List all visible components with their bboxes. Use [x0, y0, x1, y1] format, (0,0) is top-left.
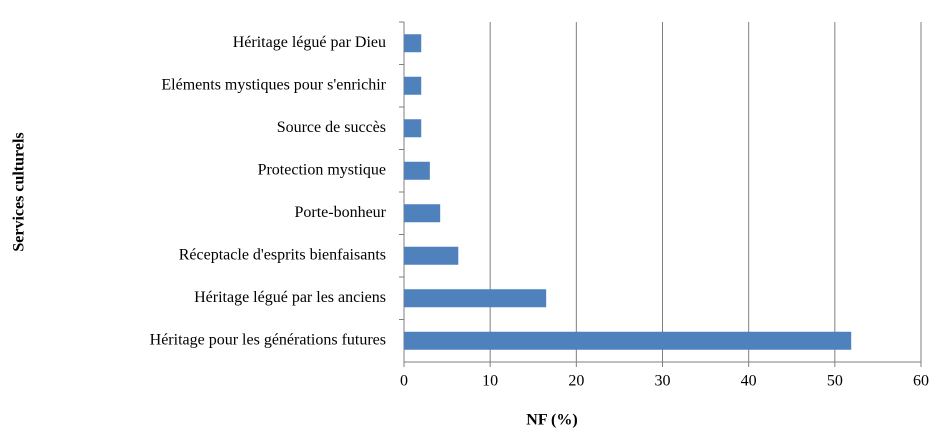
x-tick-label: 30 — [655, 373, 671, 390]
x-axis-label: NF (%) — [526, 412, 577, 429]
y-tick-label: Source de succès — [277, 119, 386, 136]
bar — [404, 76, 422, 95]
x-tick-label: 0 — [400, 373, 408, 390]
y-tick-label: Eléments mystiques pour s'enrichir — [161, 76, 386, 93]
bar — [404, 34, 422, 53]
y-tick-label: Réceptacle d'esprits bienfaisants — [179, 246, 386, 263]
bar — [404, 331, 852, 350]
bar — [404, 119, 422, 138]
x-tick-label: 60 — [913, 373, 929, 390]
x-tick-label: 20 — [568, 373, 584, 390]
bar — [404, 204, 441, 223]
x-tick-label: 40 — [741, 373, 757, 390]
y-tick-label: Porte-bonheur — [294, 204, 386, 221]
y-tick-label: Héritage pour les générations futures — [150, 331, 386, 348]
x-tick-label: 10 — [482, 373, 498, 390]
bar — [404, 161, 430, 180]
y-axis-label: Services culturels — [11, 132, 28, 251]
y-tick-label: Protection mystique — [258, 161, 386, 178]
x-tick-label: 50 — [827, 373, 843, 390]
bar — [404, 289, 547, 308]
y-tick-label: Héritage légué par les anciens — [194, 289, 386, 306]
y-tick-label: Héritage légué par Dieu — [233, 34, 386, 51]
bar — [404, 246, 459, 265]
